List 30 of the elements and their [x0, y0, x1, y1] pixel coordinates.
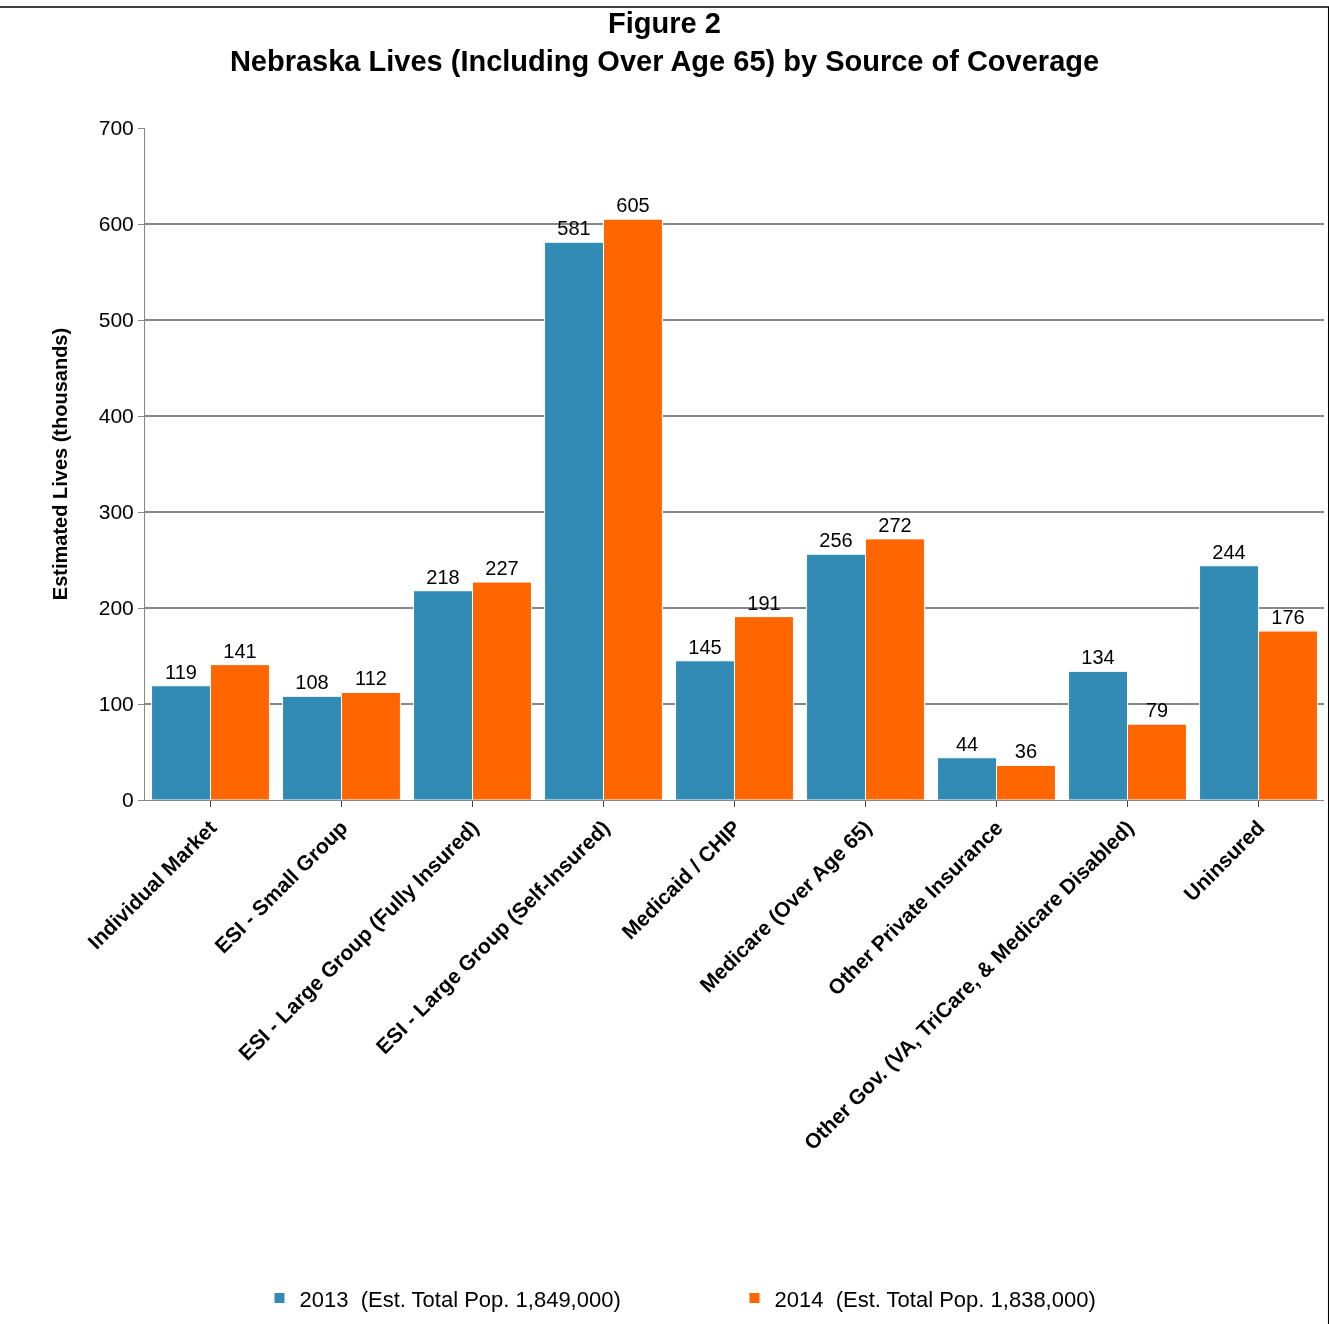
- data-label: 119: [165, 660, 197, 683]
- legend-label: 2013 (Est. Total Pop. 1,849,000): [299, 1286, 621, 1312]
- y-tick-label: 500: [98, 308, 134, 332]
- y-tick-label: 600: [98, 212, 134, 236]
- y-tick-label: 0: [122, 788, 134, 812]
- data-label: 272: [878, 513, 912, 536]
- data-label: 36: [1014, 740, 1038, 763]
- data-label: 141: [223, 639, 257, 662]
- y-tick-label: 400: [98, 404, 134, 428]
- data-label: 244: [1212, 540, 1246, 563]
- data-label: 134: [1081, 646, 1115, 669]
- data-label: 256: [819, 529, 853, 552]
- data-label: 605: [616, 194, 650, 217]
- data-label: 108: [295, 671, 329, 694]
- data-label: 191: [747, 591, 781, 614]
- data-label: 112: [355, 667, 387, 690]
- y-axis-title: Estimated Lives (thousands): [49, 327, 72, 601]
- data-label: 145: [688, 635, 722, 658]
- data-label: 218: [426, 565, 460, 588]
- data-label: 176: [1271, 606, 1305, 629]
- data-label: 44: [955, 732, 979, 755]
- y-tick-label: 100: [98, 692, 134, 716]
- y-tick-label: 200: [98, 596, 134, 620]
- chart-title: Figure 2 Nebraska Lives (Including Over Age 65) by Source of Coverage: [229, 7, 1100, 77]
- data-label: 79: [1145, 699, 1169, 722]
- y-tick-label: 300: [98, 500, 134, 524]
- y-tick-label: 700: [98, 116, 134, 140]
- data-label: 581: [557, 217, 591, 240]
- legend-label: 2014 (Est. Total Pop. 1,838,000): [774, 1286, 1096, 1312]
- data-label: 227: [485, 557, 519, 580]
